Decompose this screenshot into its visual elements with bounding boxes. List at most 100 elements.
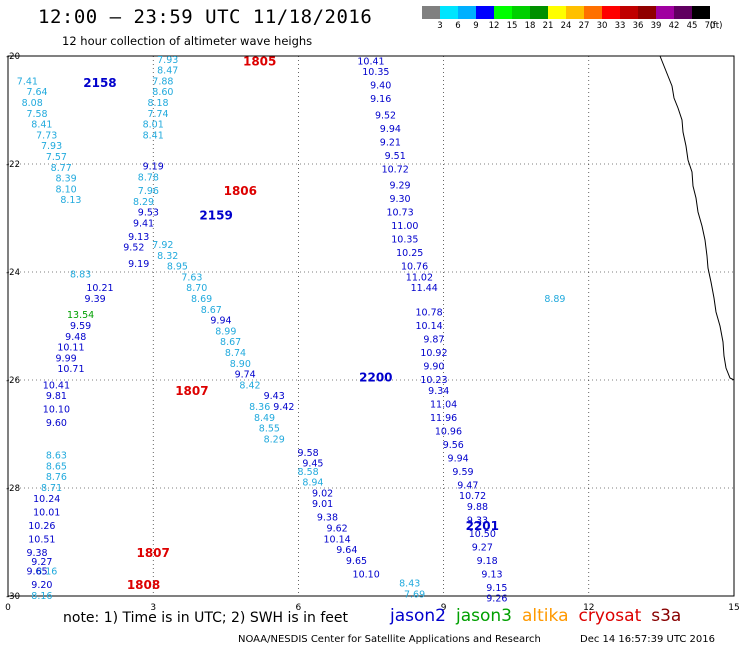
- wave-height-value: 8.47: [157, 66, 178, 77]
- wave-height-value: 7.96: [138, 186, 159, 197]
- y-tick-label: -30: [6, 592, 20, 602]
- wave-height-value: 10.96: [435, 426, 462, 437]
- wave-height-value: 8.67: [201, 305, 222, 316]
- wave-height-value: 9.51: [385, 151, 406, 162]
- wave-height-value: 8.74: [225, 348, 246, 359]
- wave-height-value: 8.76: [46, 472, 67, 483]
- pass-time-label: 1807: [175, 384, 208, 398]
- pass-time-label: 1806: [224, 184, 257, 198]
- satellite-altika-label: altika: [522, 606, 569, 626]
- legend-label: 27: [578, 21, 590, 31]
- legend-swatch: [656, 6, 674, 19]
- wave-height-value: 11.44: [411, 283, 438, 294]
- wave-height-value: 9.13: [128, 232, 149, 243]
- map-frame: [7, 55, 735, 597]
- pass-time-label: 1808: [127, 578, 160, 592]
- pass-time-label: 2200: [359, 370, 392, 384]
- wave-height-value: 8.18: [147, 98, 168, 109]
- wave-height-value: 10.92: [420, 348, 447, 359]
- x-tick-label: 9: [441, 603, 447, 613]
- x-tick-label: 12: [583, 603, 594, 613]
- wave-height-value: 9.94: [210, 316, 231, 327]
- wave-height-value: 9.19: [143, 162, 164, 173]
- wave-height-value: 8.41: [143, 130, 164, 141]
- wave-height-value: 8.90: [230, 359, 251, 370]
- wave-height-value: 8.55: [259, 424, 280, 435]
- wave-height-value: 10.51: [28, 534, 55, 545]
- wave-height-value: 8.77: [51, 163, 72, 174]
- wave-height-value: 9.58: [298, 448, 319, 459]
- wave-height-value: 9.42: [273, 402, 294, 413]
- wave-height-value: 8.71: [41, 483, 62, 494]
- wave-height-value: 9.27: [31, 557, 52, 568]
- wave-height-value: 9.27: [472, 542, 493, 553]
- wave-height-value: 8.29: [264, 434, 285, 445]
- wave-height-value: 8.99: [215, 326, 236, 337]
- wave-height-value: 9.19: [128, 259, 149, 270]
- wave-height-value: 8.60: [152, 87, 173, 98]
- wave-height-value: 9.33: [467, 515, 488, 526]
- wave-height-value: 9.01: [312, 499, 333, 510]
- wave-height-value: 10.23: [420, 375, 447, 386]
- legend-label: 39: [650, 21, 662, 31]
- wave-height-value: 10.41: [357, 56, 384, 67]
- wave-height-value: 8.65: [46, 461, 67, 472]
- wave-height-value: 11.96: [430, 413, 457, 424]
- legend-swatch: [494, 6, 512, 19]
- wave-height-value: 8.83: [70, 270, 91, 281]
- legend-label: 70: [704, 21, 716, 31]
- credit-line: NOAA/NESDIS Center for Satellite Applica…: [238, 634, 541, 645]
- wave-height-value: 8.13: [60, 195, 81, 206]
- y-tick-label: -20: [6, 52, 20, 62]
- wave-height-value: 9.02: [312, 488, 333, 499]
- wave-height-value: 7.93: [157, 55, 178, 66]
- wave-height-value: 8.95: [167, 262, 188, 273]
- wave-height-value: 10.72: [382, 164, 409, 175]
- wave-height-value: 10.11: [57, 343, 84, 354]
- wave-height-value: 9.94: [380, 124, 401, 135]
- wave-height-value: 10.35: [391, 235, 418, 246]
- wave-height-value: 9.30: [389, 194, 410, 205]
- wave-height-value: 8.58: [298, 467, 319, 478]
- wave-height-value: 7.63: [181, 272, 202, 283]
- wave-height-value: 9.56: [443, 440, 464, 451]
- wave-height-value: 10.14: [415, 321, 442, 332]
- satellite-jason2-label: jason2: [390, 606, 446, 626]
- wave-height-value: 8.41: [31, 120, 52, 131]
- satellite-cryosat-label: cryosat: [578, 606, 642, 626]
- wave-height-value: 8.78: [138, 173, 159, 184]
- wave-height-value: 8.10: [56, 184, 77, 195]
- wave-height-value: 9.29: [389, 181, 410, 192]
- wave-height-value: 9.47: [457, 480, 478, 491]
- wave-height-value: 11.00: [391, 221, 418, 232]
- legend-label: 18: [524, 21, 536, 31]
- legend-label: 21: [542, 21, 554, 31]
- x-tick-label: 6: [296, 603, 302, 613]
- wave-height-value: 10.76: [401, 262, 428, 273]
- wave-height-value: 9.88: [467, 502, 488, 513]
- wave-height-value: 9.13: [481, 569, 502, 580]
- wave-height-value: 10.41: [43, 380, 70, 391]
- legend-swatch: [458, 6, 476, 19]
- wave-height-value: 10.21: [86, 283, 113, 294]
- wave-height-value: 9.62: [327, 524, 348, 535]
- wave-height-value: 9.99: [56, 353, 77, 364]
- wave-height-value: 8.89: [544, 294, 565, 305]
- x-tick-label: 0: [5, 603, 11, 613]
- wave-height-value: 9.39: [85, 294, 106, 305]
- wave-height-value: 9.40: [370, 81, 391, 92]
- wave-height-value: 9.26: [486, 594, 507, 605]
- wave-height-value: 10.14: [324, 534, 351, 545]
- color-scale-legend: [422, 6, 710, 19]
- y-tick-label: -24: [6, 268, 20, 278]
- wave-height-value: 8.08: [22, 98, 43, 109]
- wave-height-value: 8.36: [249, 402, 270, 413]
- wave-height-value: 9.81: [46, 391, 67, 402]
- legend-swatch: [692, 6, 710, 19]
- wave-height-value: 9.94: [448, 453, 469, 464]
- y-tick-label: -22: [6, 160, 20, 170]
- footer-note: note: 1) Time is in UTC; 2) SWH is in fe…: [63, 610, 349, 626]
- legend-unit: (ft): [709, 21, 723, 31]
- wave-height-value: 9.38: [26, 548, 47, 559]
- satellite-jason3-label: jason3: [456, 606, 512, 626]
